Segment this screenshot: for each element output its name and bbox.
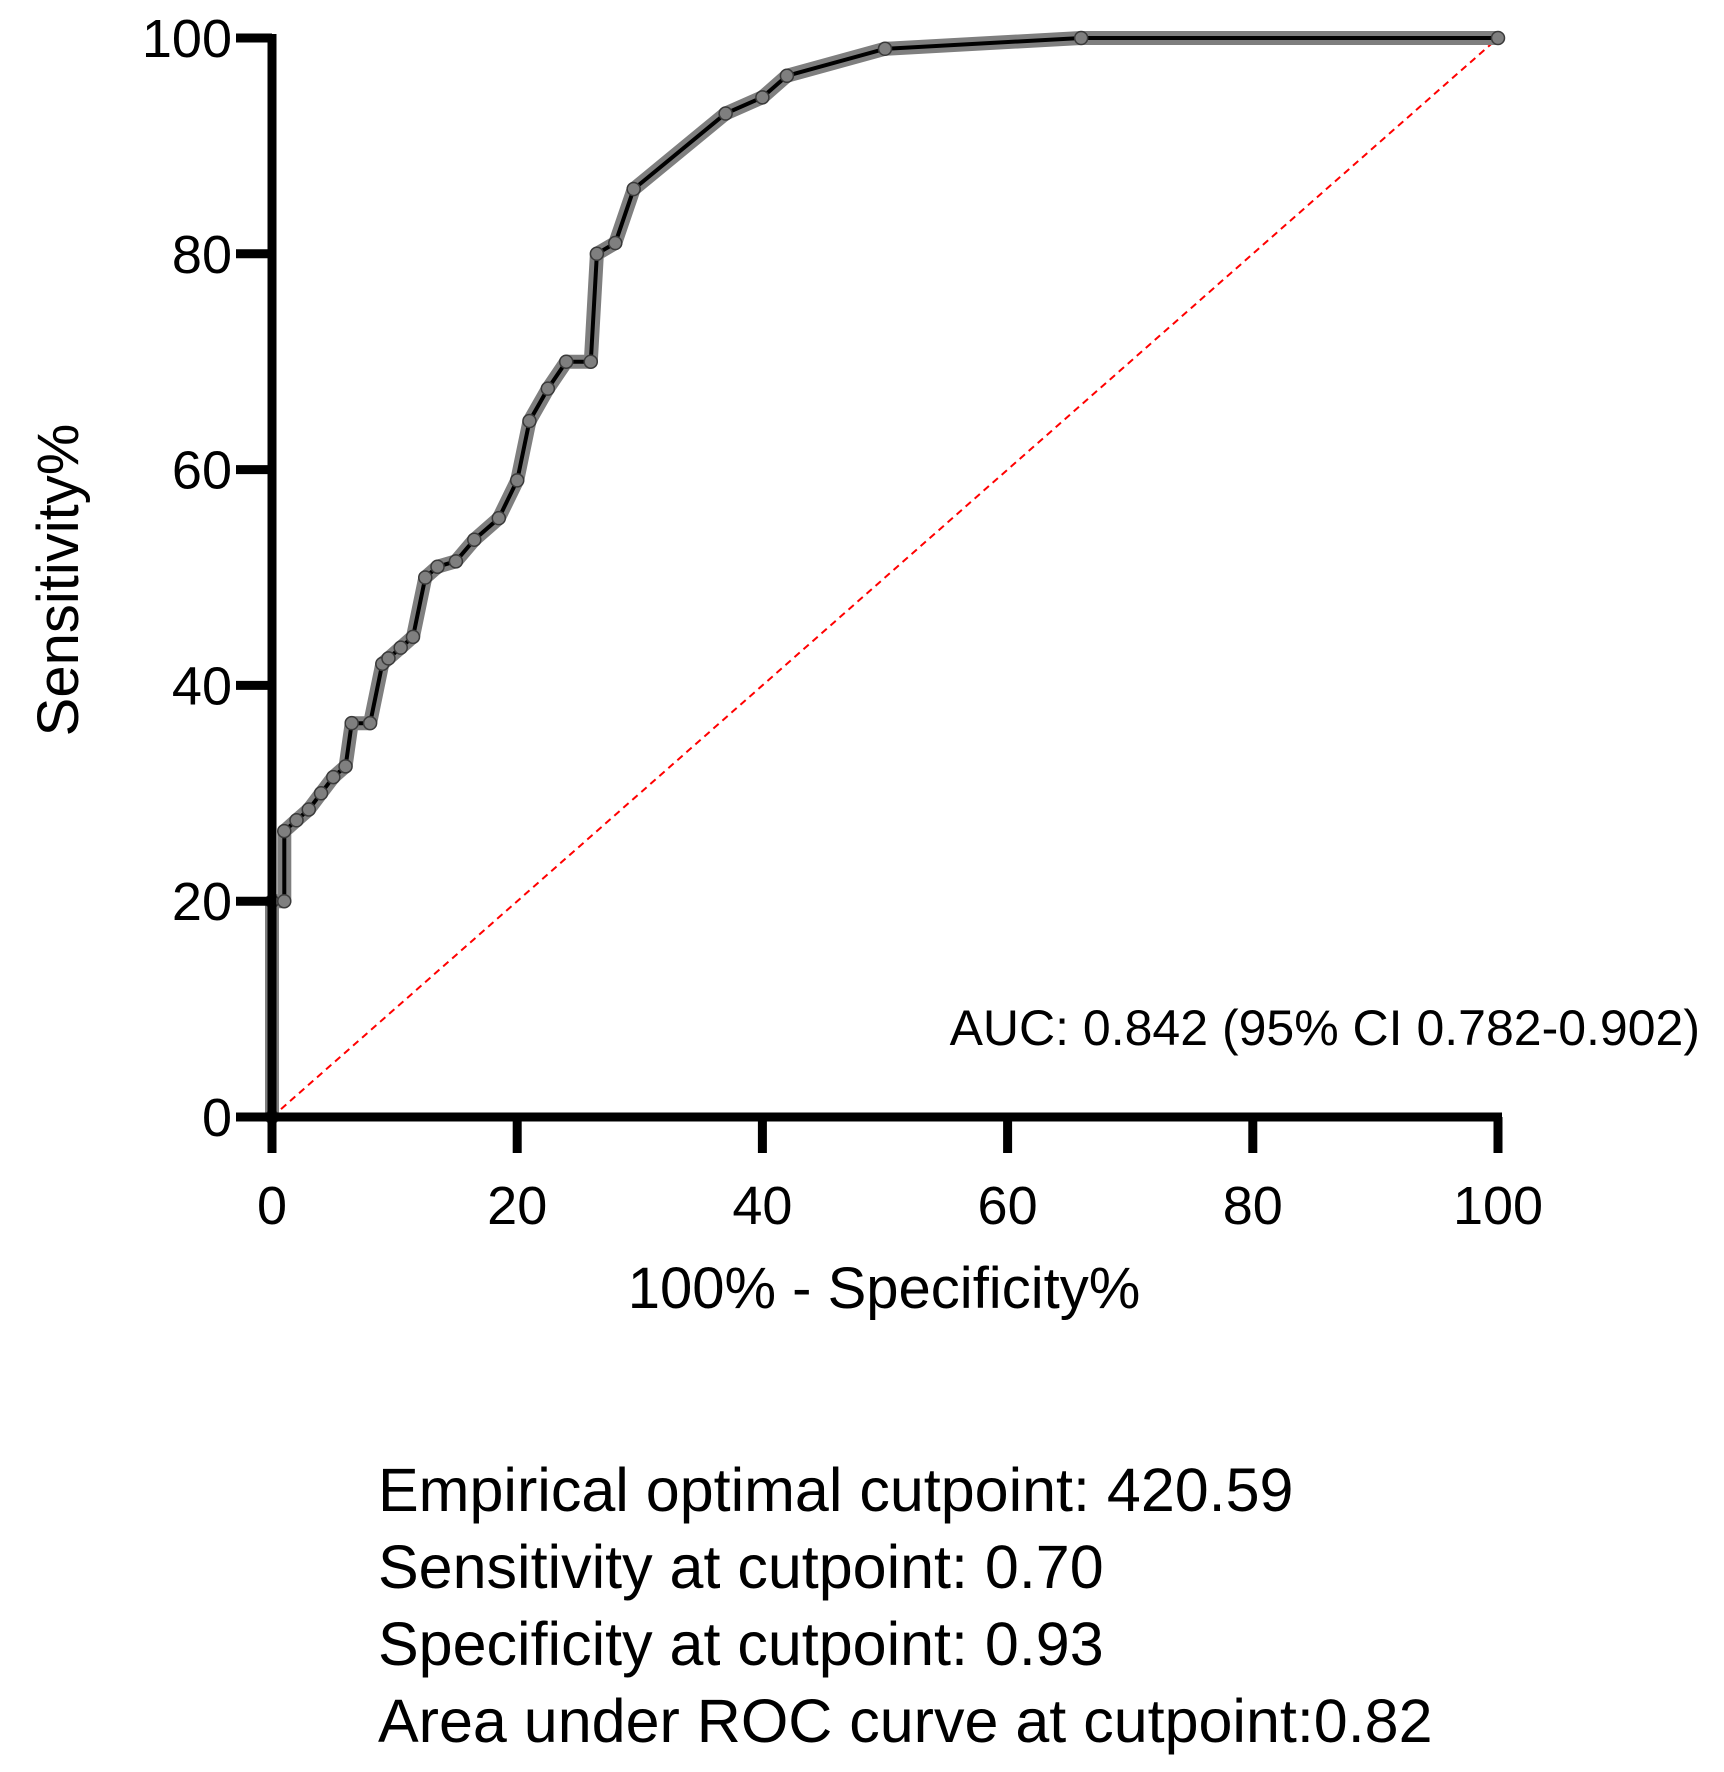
- y-tick-label: 100: [142, 9, 232, 69]
- optimal-cutpoint-text: Empirical optimal cutpoint: 420.59: [378, 1456, 1294, 1524]
- roc-point: [344, 715, 359, 731]
- y-tick-label: 0: [202, 1088, 232, 1148]
- roc-point: [583, 354, 599, 369]
- roc-point: [877, 41, 893, 57]
- roc-point: [491, 510, 507, 526]
- roc-point: [558, 354, 574, 369]
- x-tick-label: 100: [1453, 1176, 1543, 1236]
- roc-point: [467, 532, 482, 547]
- roc-point: [289, 813, 304, 828]
- ticks: 0 20 40 60 80 100 0 20 40 60 80 100: [142, 9, 1543, 1236]
- roc-point: [608, 235, 623, 251]
- x-tick-label: 80: [1223, 1176, 1283, 1236]
- roc-point: [418, 570, 433, 585]
- sensitivity-at-cutpoint-text: Sensitivity at cutpoint: 0.70: [378, 1533, 1104, 1601]
- x-tick-label: 20: [487, 1176, 547, 1236]
- roc-point: [509, 473, 525, 488]
- roc-point: [405, 629, 421, 645]
- y-tick-label: 40: [172, 656, 232, 716]
- roc-point: [430, 559, 445, 574]
- roc-point: [381, 651, 396, 666]
- roc-point: [755, 90, 770, 105]
- roc-point: [626, 181, 641, 197]
- roc-point: [1490, 30, 1506, 46]
- roc-point: [589, 246, 605, 262]
- roc-point: [540, 381, 556, 396]
- reference-line-layer: [271, 37, 1499, 1118]
- y-tick-label: 80: [172, 225, 232, 285]
- roc-point: [338, 759, 353, 774]
- roc-point: [718, 106, 733, 121]
- roc-point: [522, 413, 537, 429]
- roc-point: [448, 554, 464, 569]
- cutpoint-stats: Empirical optimal cutpoint: 420.59 Sensi…: [378, 1452, 1433, 1760]
- y-axis-title: Sensitivity%: [26, 424, 91, 737]
- roc-point: [393, 640, 408, 655]
- roc-curve-line: [270, 36, 1498, 1117]
- roc-point: [301, 802, 317, 817]
- specificity-at-cutpoint-text: Specificity at cutpoint: 0.93: [378, 1610, 1104, 1678]
- roc-point: [313, 786, 329, 801]
- y-tick-label: 20: [172, 872, 232, 932]
- roc-curve-layer: [264, 30, 1506, 1125]
- roc-point: [362, 715, 378, 731]
- y-tick-label: 60: [172, 441, 232, 501]
- x-tick-label: 60: [978, 1176, 1038, 1236]
- x-axis-title: 100% - Specificity%: [628, 1256, 1141, 1321]
- roc-point: [277, 893, 292, 909]
- roc-point: [277, 823, 292, 839]
- x-tick-label: 40: [732, 1176, 792, 1236]
- roc-point: [779, 68, 795, 84]
- reference-diagonal-line: [271, 37, 1499, 1118]
- axes: [267, 34, 1502, 1122]
- roc-point: [326, 769, 341, 785]
- x-tick-label: 0: [257, 1176, 287, 1236]
- auc-annotation: AUC: 0.842 (95% CI 0.782-0.902): [950, 1000, 1700, 1056]
- area-at-cutpoint-text: Area under ROC curve at cutpoint:0.82: [378, 1687, 1433, 1755]
- roc-point: [1073, 30, 1089, 46]
